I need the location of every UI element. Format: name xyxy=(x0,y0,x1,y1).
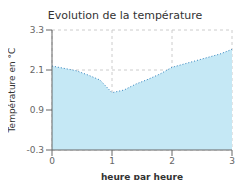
svg-text:2: 2 xyxy=(169,156,175,166)
svg-text:2.1: 2.1 xyxy=(30,65,44,75)
svg-text:1: 1 xyxy=(109,156,115,166)
svg-text:0: 0 xyxy=(49,156,55,166)
svg-text:3: 3 xyxy=(229,156,235,166)
svg-text:Température en °C: Température en °C xyxy=(8,48,17,134)
svg-text:3.3: 3.3 xyxy=(30,25,44,35)
svg-text:-0.3: -0.3 xyxy=(26,145,44,155)
svg-text:heure par heure: heure par heure xyxy=(101,172,183,180)
svg-text:0.9: 0.9 xyxy=(30,105,45,115)
html-text:Evolution de la température: Evolution de la température xyxy=(47,9,203,22)
